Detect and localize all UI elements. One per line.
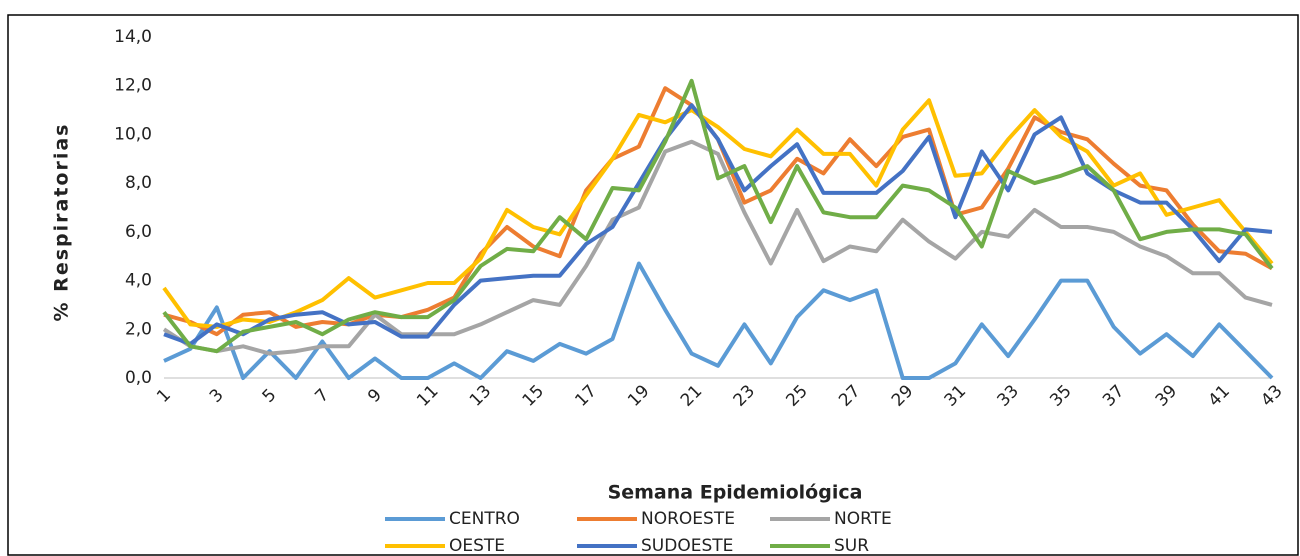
x-tick-label: 21 [677,381,706,410]
y-tick-label: 14,0 [114,27,152,47]
legend-label: SUR [834,536,869,556]
legend-label: NORTE [834,509,892,529]
y-tick-label: 2,0 [125,319,152,339]
y-tick-label: 10,0 [114,124,152,144]
series-line [163,103,1273,346]
x-tick-label: 33 [993,381,1022,410]
y-tick-label: 12,0 [114,76,152,96]
series-line [162,98,1274,329]
x-tick-label: 39 [1152,381,1181,410]
x-tick-label: 25 [782,381,811,410]
legend-label: OESTE [449,536,505,556]
x-tick-label: 15 [519,381,548,410]
legend-label: NOROESTE [641,509,735,529]
series-line [162,78,1274,354]
x-tick-label: 23 [730,381,759,410]
x-tick-label: 9 [364,385,386,407]
x-tick-label: 7 [311,385,333,407]
x-tick-label: 3 [206,385,228,407]
x-tick-label: 37 [1099,381,1128,410]
x-tick-label: 5 [259,385,281,407]
series-line [163,261,1274,380]
chart-frame [7,14,1299,556]
x-tick-label: 27 [835,381,864,410]
x-tick-label: 11 [413,381,442,410]
y-tick-label: 0,0 [125,368,152,388]
x-tick-label: 13 [466,381,495,410]
series-line [162,139,1273,356]
legend-label: SUDOESTE [641,536,733,556]
y-tick-label: 8,0 [125,173,152,193]
y-tick-label: 6,0 [125,222,152,242]
x-tick-label: 17 [571,381,600,410]
x-tick-label: 43 [1257,381,1286,410]
x-axis-title: Semana Epidemiológica [608,482,863,504]
x-tick-label: 29 [888,381,917,410]
x-tick-label: 41 [1205,381,1234,410]
y-tick-label: 4,0 [125,271,152,291]
y-axis-title: % Respiratorias [51,123,73,322]
x-tick-label: 1 [153,385,175,407]
legend-label: CENTRO [449,509,520,529]
x-tick-label: 35 [1046,381,1075,410]
x-tick-label: 19 [624,381,653,410]
x-tick-label: 31 [941,381,970,410]
